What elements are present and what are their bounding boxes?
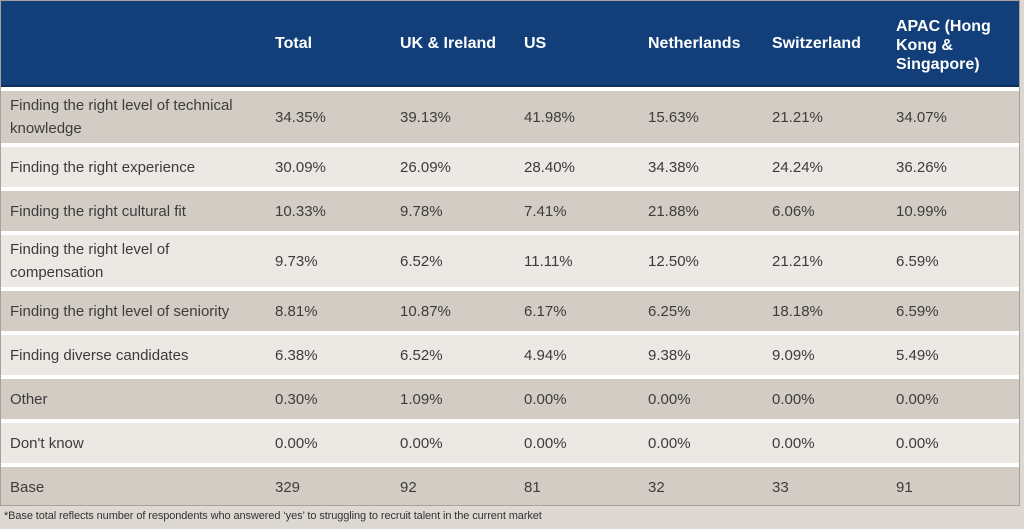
- cell-switzerland: 21.21%: [764, 231, 888, 287]
- cell-apac: 36.26%: [888, 143, 1019, 187]
- table-row: Finding the right level of technical kno…: [1, 87, 1019, 143]
- cell-netherlands: 21.88%: [640, 187, 764, 231]
- table-row: Don't know 0.00% 0.00% 0.00% 0.00% 0.00%…: [1, 419, 1019, 463]
- row-label: Don't know: [1, 419, 267, 463]
- row-label: Finding the right level of seniority: [1, 287, 267, 331]
- cell-netherlands: 0.00%: [640, 375, 764, 419]
- cell-uk-ireland: 92: [392, 463, 516, 505]
- cell-uk-ireland: 6.52%: [392, 331, 516, 375]
- table-row-base: Base 329 92 81 32 33 91: [1, 463, 1019, 505]
- row-label: Finding the right cultural fit: [1, 187, 267, 231]
- row-label: Finding diverse candidates: [1, 331, 267, 375]
- row-label: Finding the right experience: [1, 143, 267, 187]
- cell-us: 81: [516, 463, 640, 505]
- cell-uk-ireland: 39.13%: [392, 87, 516, 143]
- cell-uk-ireland: 9.78%: [392, 187, 516, 231]
- cell-apac: 6.59%: [888, 287, 1019, 331]
- cell-us: 7.41%: [516, 187, 640, 231]
- cell-apac: 91: [888, 463, 1019, 505]
- cell-netherlands: 12.50%: [640, 231, 764, 287]
- cell-uk-ireland: 6.52%: [392, 231, 516, 287]
- cell-us: 11.11%: [516, 231, 640, 287]
- cell-total: 30.09%: [267, 143, 392, 187]
- cell-netherlands: 34.38%: [640, 143, 764, 187]
- cell-us: 0.00%: [516, 419, 640, 463]
- footnote: *Base total reflects number of responden…: [4, 510, 542, 522]
- recruitment-challenges-table: Total UK & Ireland US Netherlands Switze…: [1, 1, 1019, 505]
- cell-total: 9.73%: [267, 231, 392, 287]
- cell-switzerland: 0.00%: [764, 375, 888, 419]
- cell-switzerland: 9.09%: [764, 331, 888, 375]
- header-cell-uk-ireland: UK & Ireland: [392, 1, 516, 87]
- cell-switzerland: 6.06%: [764, 187, 888, 231]
- header-cell-empty: [1, 1, 267, 87]
- cell-uk-ireland: 26.09%: [392, 143, 516, 187]
- cell-uk-ireland: 1.09%: [392, 375, 516, 419]
- cell-us: 28.40%: [516, 143, 640, 187]
- row-label: Other: [1, 375, 267, 419]
- cell-total: 10.33%: [267, 187, 392, 231]
- cell-netherlands: 6.25%: [640, 287, 764, 331]
- cell-total: 0.00%: [267, 419, 392, 463]
- cell-uk-ireland: 0.00%: [392, 419, 516, 463]
- header-cell-switzerland: Switzerland: [764, 1, 888, 87]
- cell-us: 4.94%: [516, 331, 640, 375]
- cell-apac: 0.00%: [888, 375, 1019, 419]
- cell-total: 34.35%: [267, 87, 392, 143]
- cell-us: 41.98%: [516, 87, 640, 143]
- table-row: Finding the right experience 30.09% 26.0…: [1, 143, 1019, 187]
- cell-switzerland: 21.21%: [764, 87, 888, 143]
- cell-us: 6.17%: [516, 287, 640, 331]
- cell-apac: 6.59%: [888, 231, 1019, 287]
- cell-apac: 34.07%: [888, 87, 1019, 143]
- table-row: Finding the right level of seniority 8.8…: [1, 287, 1019, 331]
- cell-total: 8.81%: [267, 287, 392, 331]
- table-row: Finding diverse candidates 6.38% 6.52% 4…: [1, 331, 1019, 375]
- cell-uk-ireland: 10.87%: [392, 287, 516, 331]
- header-cell-us: US: [516, 1, 640, 87]
- cell-apac: 5.49%: [888, 331, 1019, 375]
- data-table-container: Total UK & Ireland US Netherlands Switze…: [0, 0, 1020, 506]
- table-row: Other 0.30% 1.09% 0.00% 0.00% 0.00% 0.00…: [1, 375, 1019, 419]
- table-row: Finding the right level of compensation …: [1, 231, 1019, 287]
- cell-apac: 10.99%: [888, 187, 1019, 231]
- cell-apac: 0.00%: [888, 419, 1019, 463]
- cell-us: 0.00%: [516, 375, 640, 419]
- cell-switzerland: 0.00%: [764, 419, 888, 463]
- cell-total: 6.38%: [267, 331, 392, 375]
- cell-switzerland: 33: [764, 463, 888, 505]
- header-row: Total UK & Ireland US Netherlands Switze…: [1, 1, 1019, 87]
- header-cell-total: Total: [267, 1, 392, 87]
- cell-netherlands: 0.00%: [640, 419, 764, 463]
- table-row: Finding the right cultural fit 10.33% 9.…: [1, 187, 1019, 231]
- cell-switzerland: 18.18%: [764, 287, 888, 331]
- cell-total: 0.30%: [267, 375, 392, 419]
- cell-netherlands: 32: [640, 463, 764, 505]
- cell-total: 329: [267, 463, 392, 505]
- header-cell-netherlands: Netherlands: [640, 1, 764, 87]
- row-label: Finding the right level of compensation: [1, 231, 267, 287]
- row-label: Finding the right level of technical kno…: [1, 87, 267, 143]
- cell-switzerland: 24.24%: [764, 143, 888, 187]
- row-label: Base: [1, 463, 267, 505]
- cell-netherlands: 9.38%: [640, 331, 764, 375]
- header-cell-apac: APAC (Hong Kong & Singapore): [888, 1, 1019, 87]
- cell-netherlands: 15.63%: [640, 87, 764, 143]
